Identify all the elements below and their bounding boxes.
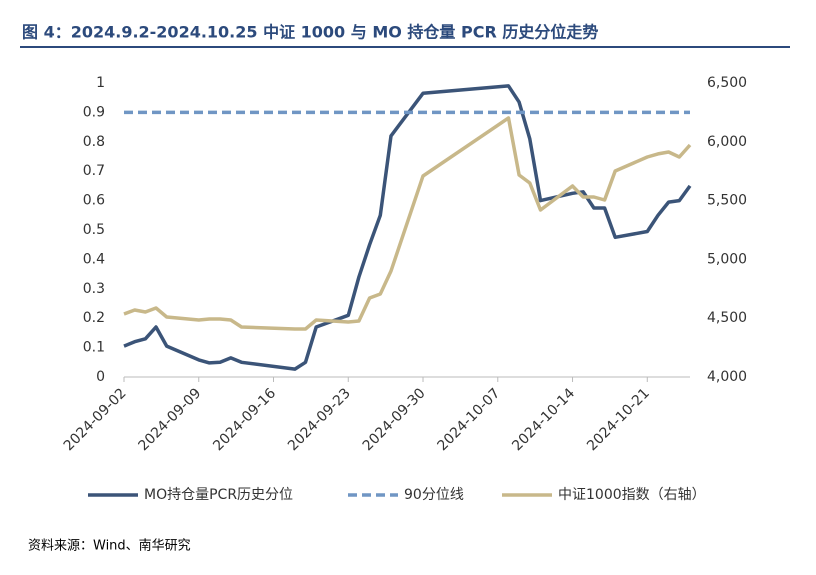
chart-title: 图 4：2024.9.2-2024.10.25 中证 1000 与 MO 持仓量… bbox=[22, 23, 598, 42]
x-tick-label: 2024-09-23 bbox=[285, 385, 354, 454]
y-tick-label: 0.6 bbox=[83, 193, 105, 209]
x-tick-label: 2024-09-09 bbox=[136, 385, 205, 454]
y-tick-label: 0 bbox=[96, 369, 105, 385]
x-tick-label: 2024-09-02 bbox=[61, 385, 130, 454]
x-tick-label: 2024-10-21 bbox=[584, 385, 653, 454]
y-tick-label: 0.7 bbox=[83, 163, 105, 179]
y2-tick-label: 4,000 bbox=[707, 369, 747, 385]
y2-tick-label: 5,500 bbox=[707, 193, 747, 209]
source-note: 资料来源：Wind、南华研究 bbox=[28, 538, 191, 554]
y2-tick-label: 6,500 bbox=[707, 75, 747, 91]
y2-tick-label: 6,000 bbox=[707, 134, 747, 150]
y2-tick-label: 5,000 bbox=[707, 251, 747, 267]
y2-tick-label: 4,500 bbox=[707, 310, 747, 326]
y-tick-label: 1 bbox=[96, 75, 105, 91]
legend-label: MO持仓量PCR历史分位 bbox=[144, 487, 293, 503]
x-tick-label: 2024-09-30 bbox=[360, 385, 429, 454]
series-line bbox=[123, 116, 692, 331]
y-tick-label: 0.3 bbox=[83, 281, 105, 297]
x-tick-label: 2024-10-14 bbox=[509, 385, 578, 454]
y-tick-label: 0.8 bbox=[83, 134, 105, 150]
x-tick-label: 2024-09-16 bbox=[210, 385, 279, 454]
legend-label: 90分位线 bbox=[404, 487, 464, 503]
y-tick-label: 0.1 bbox=[83, 340, 105, 356]
y-tick-label: 0.2 bbox=[83, 310, 105, 326]
y-tick-label: 0.4 bbox=[83, 251, 105, 267]
legend-label: 中证1000指数（右轴） bbox=[558, 487, 706, 503]
series-line bbox=[123, 84, 692, 371]
y-tick-label: 0.9 bbox=[83, 104, 105, 120]
y-tick-label: 0.5 bbox=[83, 222, 105, 238]
x-tick-label: 2024-10-07 bbox=[435, 385, 504, 454]
